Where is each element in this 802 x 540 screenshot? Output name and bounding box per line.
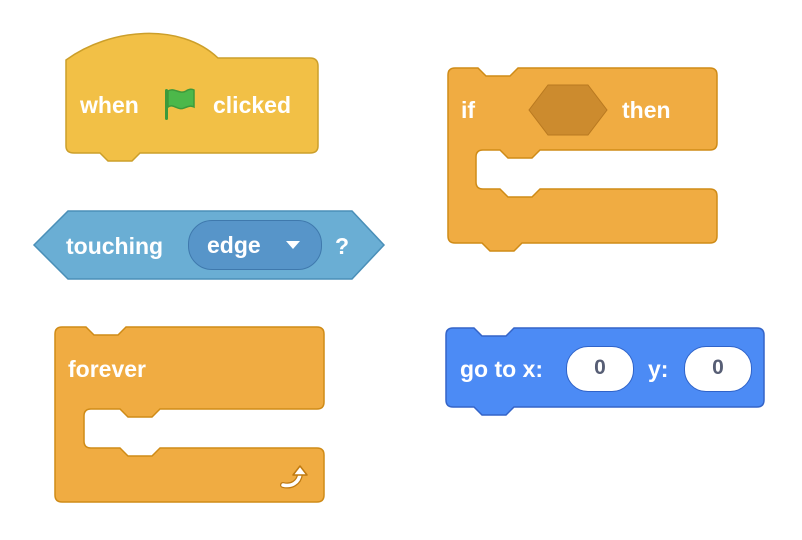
empty-condition-slot[interactable] <box>528 84 608 136</box>
when-label: when <box>80 92 139 118</box>
touching-target-dropdown[interactable]: edge <box>188 220 322 270</box>
forever-block[interactable] <box>54 326 325 503</box>
loop-arrow-icon <box>280 465 308 489</box>
goto-x-label: go to x: <box>460 356 544 382</box>
forever-label: forever <box>68 356 146 382</box>
chevron-down-icon <box>286 241 300 249</box>
question-mark: ? <box>335 233 350 259</box>
then-label: then <box>622 97 671 123</box>
green-flag-icon <box>165 88 195 120</box>
y-label: y: <box>648 356 669 382</box>
if-label: if <box>461 97 476 123</box>
if-then-block[interactable] <box>447 67 718 252</box>
y-input[interactable]: 0 <box>684 346 752 392</box>
clicked-label: clicked <box>213 92 291 118</box>
dropdown-value: edge <box>207 232 261 258</box>
touching-label: touching <box>66 233 164 259</box>
x-input[interactable]: 0 <box>566 346 634 392</box>
